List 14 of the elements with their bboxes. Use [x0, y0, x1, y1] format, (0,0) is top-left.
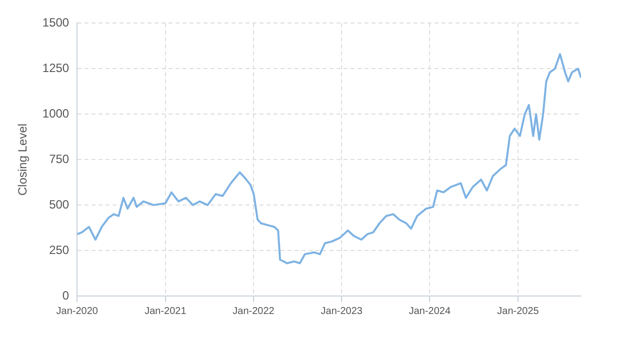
y-tick-label: 250 — [49, 242, 70, 257]
y-tick-label: 500 — [49, 197, 70, 212]
x-tick-label: Jan-2020 — [56, 306, 98, 317]
y-axis-title: Closing Level — [16, 124, 30, 196]
y-tick-label: 1250 — [42, 60, 70, 75]
y-tick-label: 750 — [49, 152, 70, 166]
x-tick-label: Jan-2021 — [144, 306, 187, 317]
x-tick-label: Jan-2024 — [408, 306, 451, 317]
y-tick-label: 1000 — [42, 106, 70, 120]
x-tick-label: Jan-2023 — [320, 306, 363, 317]
x-tick-label: Jan-2025 — [497, 306, 540, 317]
y-tick-label: 1500 — [42, 16, 70, 30]
y-tick-label: 0 — [62, 288, 70, 302]
x-tick-label: Jan-2022 — [232, 306, 275, 317]
